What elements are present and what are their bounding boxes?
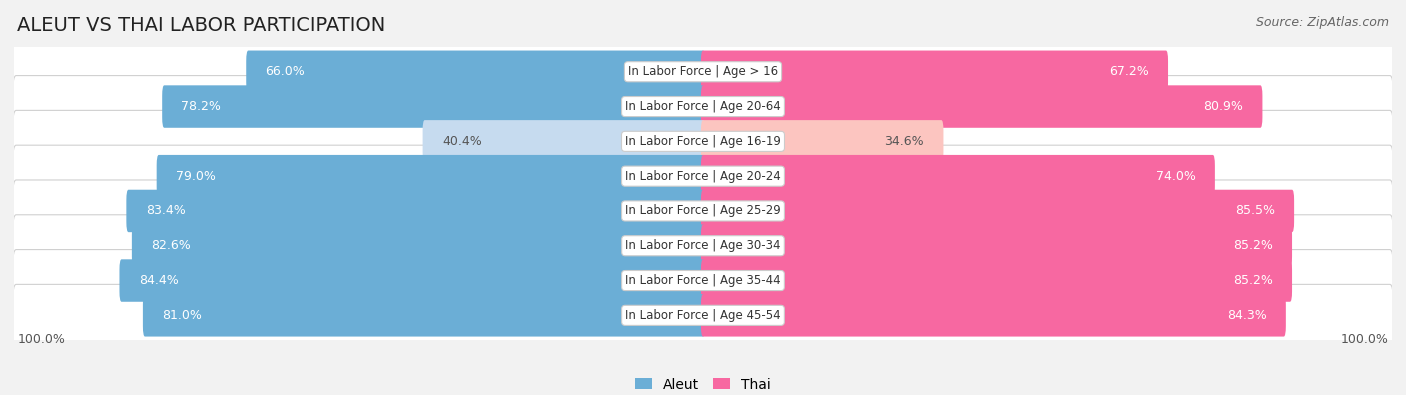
FancyBboxPatch shape (13, 215, 1393, 277)
Text: 85.2%: 85.2% (1233, 274, 1272, 287)
FancyBboxPatch shape (13, 180, 1393, 242)
Text: ALEUT VS THAI LABOR PARTICIPATION: ALEUT VS THAI LABOR PARTICIPATION (17, 16, 385, 35)
FancyBboxPatch shape (162, 85, 704, 128)
Text: 34.6%: 34.6% (884, 135, 924, 148)
FancyBboxPatch shape (120, 259, 704, 302)
FancyBboxPatch shape (13, 284, 1393, 346)
Text: In Labor Force | Age 20-64: In Labor Force | Age 20-64 (626, 100, 780, 113)
Text: 84.3%: 84.3% (1227, 309, 1267, 322)
Text: 100.0%: 100.0% (17, 333, 66, 346)
FancyBboxPatch shape (423, 120, 704, 163)
Text: 79.0%: 79.0% (176, 169, 217, 182)
FancyBboxPatch shape (13, 145, 1393, 207)
Text: 83.4%: 83.4% (146, 205, 186, 218)
FancyBboxPatch shape (702, 294, 1286, 337)
FancyBboxPatch shape (702, 190, 1294, 232)
Text: 85.2%: 85.2% (1233, 239, 1272, 252)
Text: 74.0%: 74.0% (1156, 169, 1195, 182)
Text: In Labor Force | Age 25-29: In Labor Force | Age 25-29 (626, 205, 780, 218)
Text: In Labor Force | Age 45-54: In Labor Force | Age 45-54 (626, 309, 780, 322)
Text: 67.2%: 67.2% (1109, 65, 1149, 78)
Text: In Labor Force | Age 20-24: In Labor Force | Age 20-24 (626, 169, 780, 182)
FancyBboxPatch shape (702, 85, 1263, 128)
FancyBboxPatch shape (156, 155, 704, 198)
Text: 82.6%: 82.6% (152, 239, 191, 252)
Text: 100.0%: 100.0% (1340, 333, 1389, 346)
FancyBboxPatch shape (702, 155, 1215, 198)
FancyBboxPatch shape (127, 190, 704, 232)
FancyBboxPatch shape (13, 110, 1393, 172)
FancyBboxPatch shape (702, 259, 1292, 302)
FancyBboxPatch shape (702, 51, 1168, 93)
Text: 40.4%: 40.4% (441, 135, 482, 148)
FancyBboxPatch shape (702, 224, 1292, 267)
FancyBboxPatch shape (13, 75, 1393, 137)
Text: In Labor Force | Age 35-44: In Labor Force | Age 35-44 (626, 274, 780, 287)
FancyBboxPatch shape (13, 41, 1393, 103)
Text: Source: ZipAtlas.com: Source: ZipAtlas.com (1256, 16, 1389, 29)
FancyBboxPatch shape (246, 51, 704, 93)
Text: In Labor Force | Age 16-19: In Labor Force | Age 16-19 (626, 135, 780, 148)
Text: 66.0%: 66.0% (266, 65, 305, 78)
Text: 81.0%: 81.0% (162, 309, 202, 322)
FancyBboxPatch shape (13, 250, 1393, 312)
Text: 80.9%: 80.9% (1204, 100, 1243, 113)
Text: In Labor Force | Age > 16: In Labor Force | Age > 16 (628, 65, 778, 78)
FancyBboxPatch shape (132, 224, 704, 267)
Text: 85.5%: 85.5% (1234, 205, 1275, 218)
Text: 84.4%: 84.4% (139, 274, 179, 287)
Text: 78.2%: 78.2% (181, 100, 221, 113)
FancyBboxPatch shape (143, 294, 704, 337)
Legend: Aleut, Thai: Aleut, Thai (630, 372, 776, 395)
FancyBboxPatch shape (702, 120, 943, 163)
Text: In Labor Force | Age 30-34: In Labor Force | Age 30-34 (626, 239, 780, 252)
